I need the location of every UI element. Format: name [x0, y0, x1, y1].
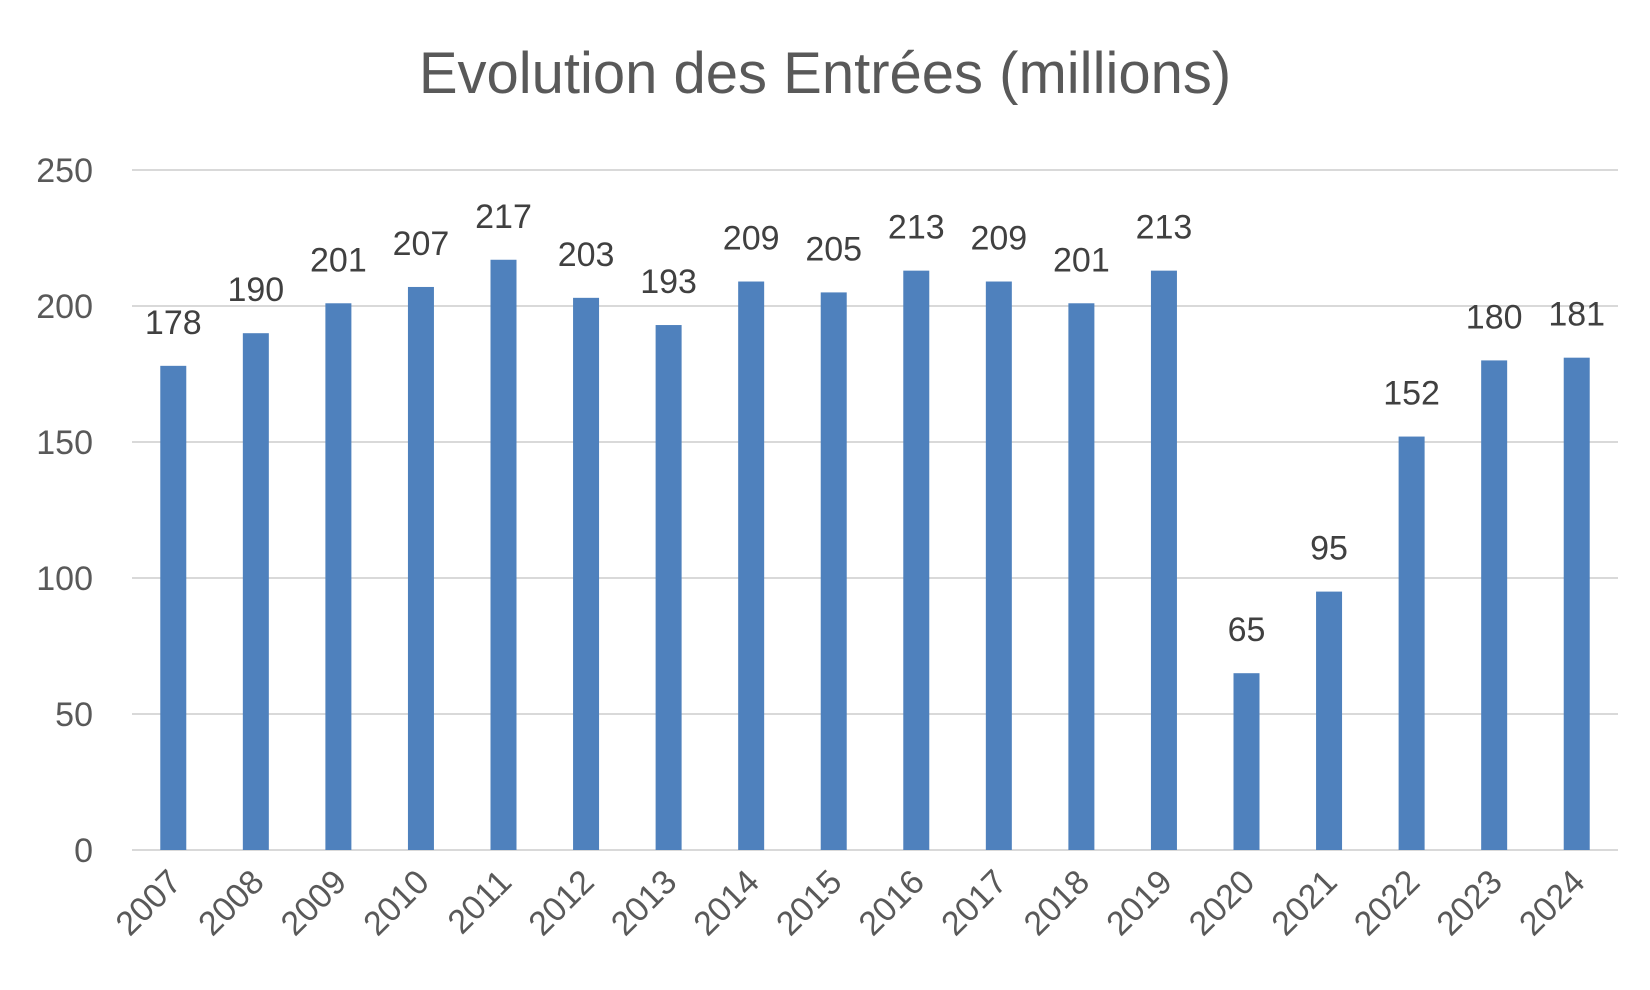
y-tick-label: 0 — [74, 832, 93, 870]
data-label: 190 — [227, 271, 284, 309]
bar-2011 — [490, 259, 517, 850]
bar-2023 — [1481, 360, 1508, 850]
data-label: 207 — [393, 225, 450, 263]
bar-2018 — [1068, 303, 1095, 850]
data-label: 201 — [1053, 241, 1110, 279]
x-tick-label: 2017 — [934, 863, 1014, 943]
x-tick-label: 2020 — [1182, 863, 1262, 943]
y-tick-label: 200 — [36, 288, 93, 326]
data-label: 201 — [310, 241, 367, 279]
y-axis-ticks: 0 50 100 150 200 250 — [36, 152, 93, 870]
y-tick-label: 150 — [36, 424, 93, 462]
data-label: 180 — [1466, 298, 1523, 336]
x-tick-label: 2021 — [1264, 863, 1344, 943]
data-label: 152 — [1383, 375, 1440, 413]
bar-2009 — [325, 303, 352, 850]
bar-2010 — [407, 286, 434, 851]
bar-2008 — [242, 333, 269, 850]
bar-2019 — [1150, 270, 1177, 850]
bar-2014 — [738, 281, 765, 850]
x-tick-label: 2023 — [1429, 863, 1509, 943]
x-tick-label: 2022 — [1347, 863, 1427, 943]
data-label: 181 — [1548, 296, 1605, 334]
x-tick-label: 2015 — [769, 863, 849, 943]
data-label: 65 — [1228, 611, 1266, 649]
x-tick-label: 2011 — [441, 863, 520, 942]
y-tick-label: 250 — [36, 152, 93, 190]
bar-2013 — [655, 325, 682, 850]
data-label: 217 — [475, 198, 532, 236]
data-label: 203 — [558, 236, 615, 274]
bar-2020 — [1233, 673, 1260, 850]
bar-2007 — [160, 365, 187, 850]
x-tick-label: 2010 — [356, 863, 436, 943]
gridlines — [132, 169, 1618, 851]
x-tick-label: 2008 — [191, 863, 271, 943]
x-axis-ticks: 2007 2008 2009 2010 2011 2012 2013 2014 2015 2016… — [109, 863, 1593, 943]
data-label: 209 — [970, 220, 1027, 258]
x-tick-label: 2018 — [1017, 863, 1097, 943]
bar-2016 — [903, 270, 930, 850]
y-tick-label: 50 — [55, 696, 93, 734]
x-tick-label: 2007 — [109, 863, 189, 943]
data-label: 213 — [1136, 209, 1193, 247]
bars — [160, 259, 1590, 851]
data-label: 193 — [640, 263, 697, 301]
data-label: 178 — [145, 304, 202, 342]
x-tick-label: 2019 — [1099, 863, 1179, 943]
y-tick-label: 100 — [36, 560, 93, 598]
data-label: 209 — [723, 220, 780, 258]
data-label: 213 — [888, 209, 945, 247]
data-labels: 178 190 201 207 217 203 193 209 205 213 209 201 213 6… — [145, 198, 1605, 649]
chart-title: Evolution des Entrées (millions) — [418, 41, 1232, 106]
data-label: 205 — [805, 230, 862, 268]
x-tick-label: 2024 — [1512, 863, 1592, 943]
bar-2017 — [985, 281, 1012, 850]
x-tick-label: 2016 — [852, 863, 932, 943]
x-tick-label: 2013 — [604, 863, 684, 943]
bar-2022 — [1398, 436, 1425, 850]
bar-2024 — [1563, 357, 1590, 850]
bar-2021 — [1316, 591, 1343, 850]
x-tick-label: 2009 — [274, 863, 354, 943]
bar-2015 — [820, 292, 847, 850]
bar-2012 — [573, 297, 600, 851]
x-tick-label: 2012 — [521, 863, 601, 943]
data-label: 95 — [1310, 530, 1348, 568]
x-tick-label: 2014 — [686, 863, 766, 943]
